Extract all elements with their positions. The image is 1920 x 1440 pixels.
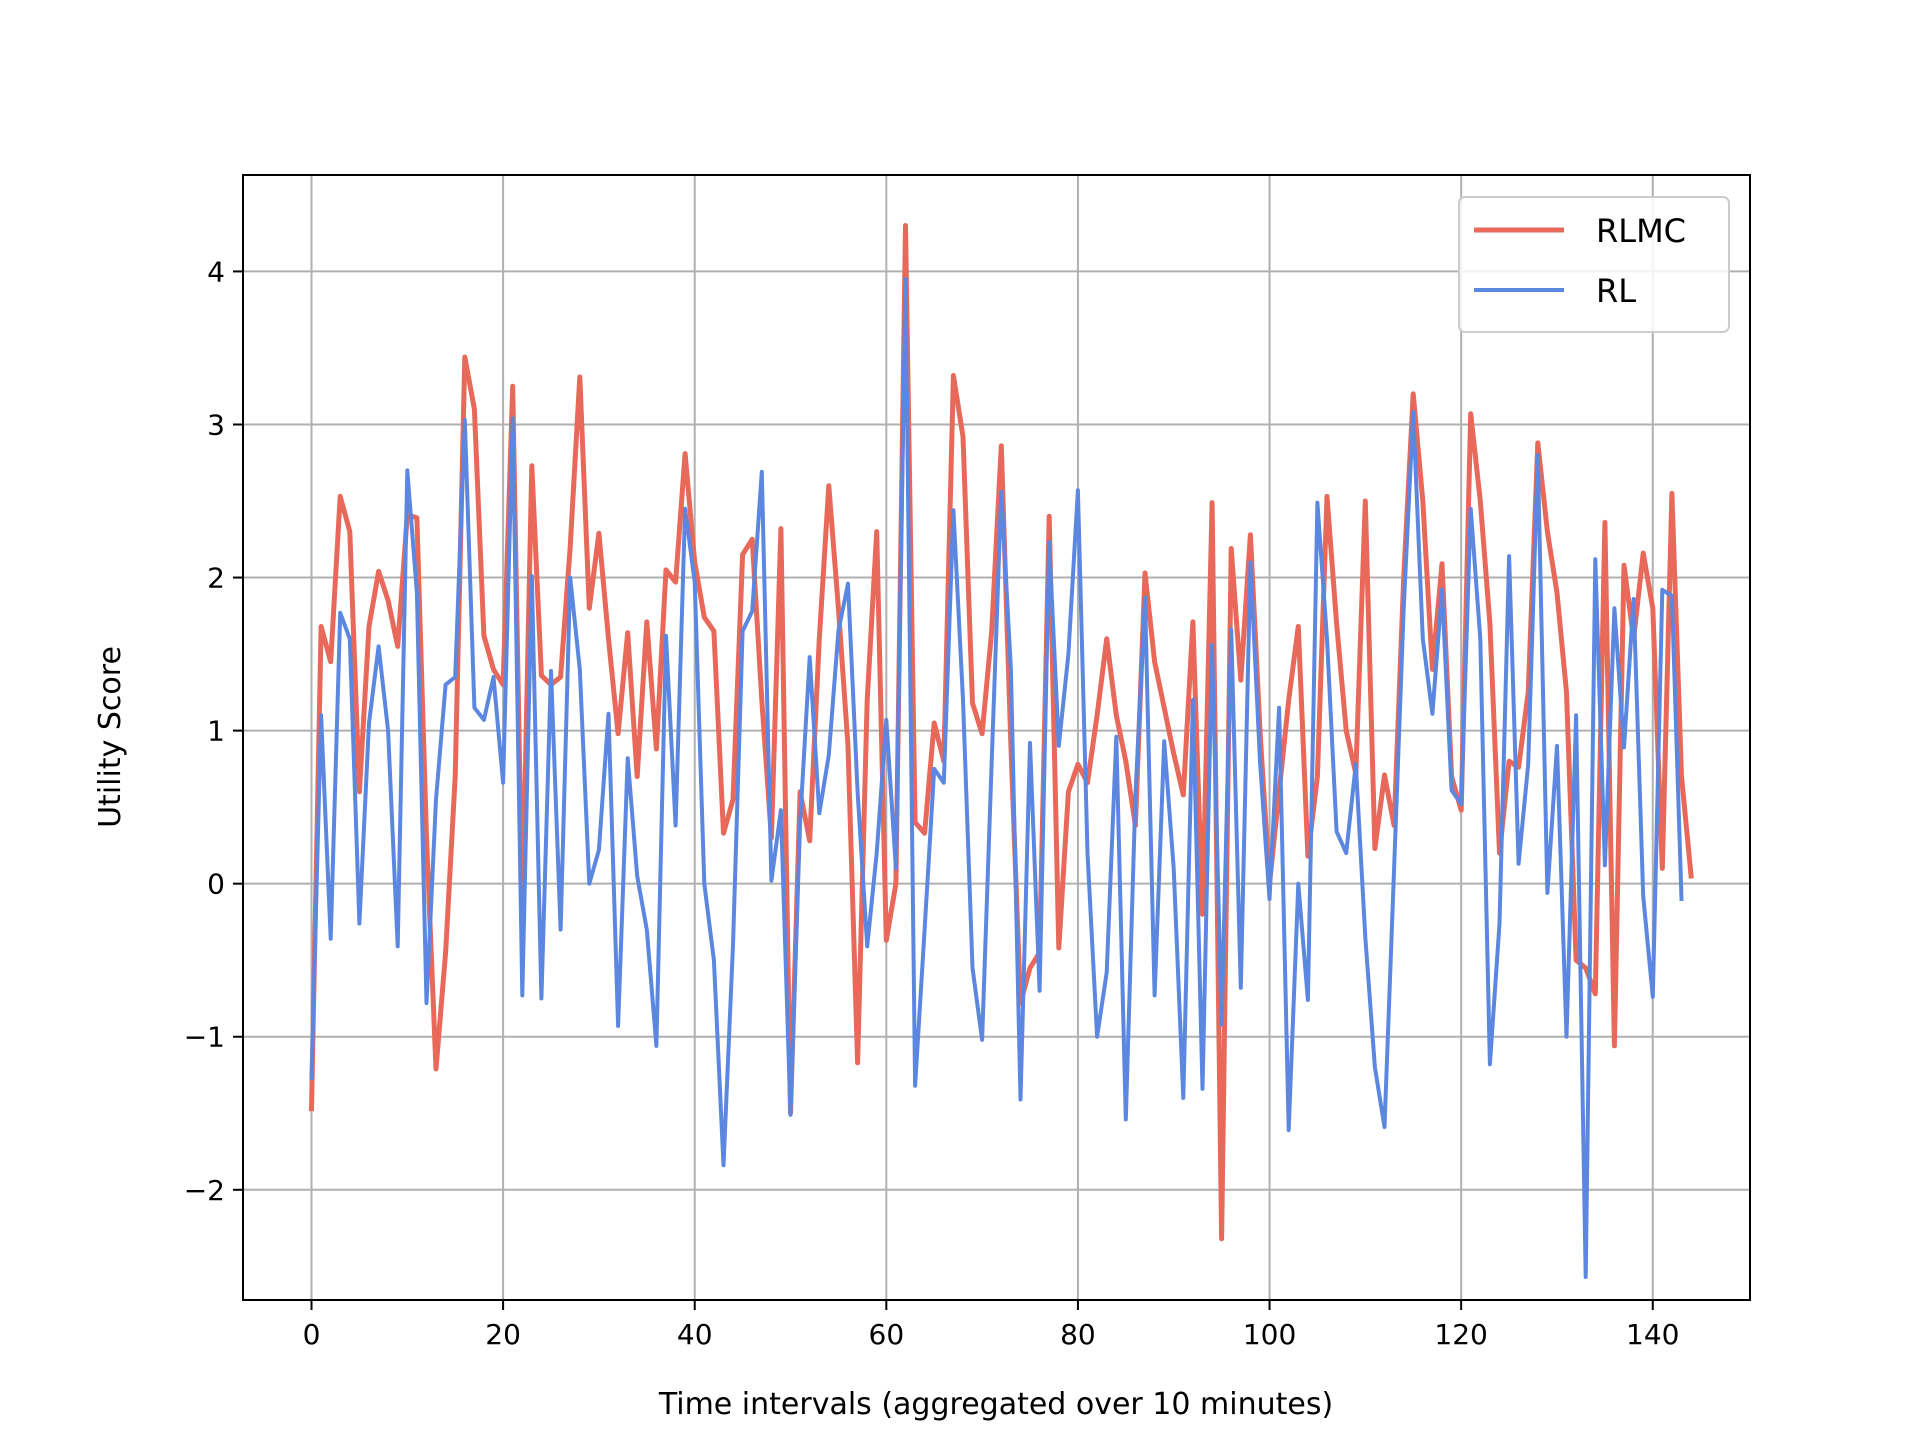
y-tick-label: 0 xyxy=(207,868,225,901)
series-line-rl xyxy=(309,277,1684,1279)
y-tick-label: 2 xyxy=(207,562,225,595)
x-tick-label: 120 xyxy=(1434,1318,1487,1351)
legend-label-rl: RL xyxy=(1596,272,1636,310)
y-tick-label: −2 xyxy=(184,1174,225,1207)
legend: RLMC RL xyxy=(1458,196,1730,333)
legend-box xyxy=(1458,196,1730,333)
x-axis-label: Time intervals (aggregated over 10 minut… xyxy=(658,1387,1333,1422)
x-tick-label: 140 xyxy=(1626,1318,1679,1351)
y-tick-label: 3 xyxy=(207,408,225,441)
x-tick-label: 20 xyxy=(485,1318,521,1351)
x-tick-label: 0 xyxy=(303,1318,321,1351)
x-tick-label: 60 xyxy=(869,1318,905,1351)
x-tick-label: 80 xyxy=(1060,1318,1096,1351)
plot-frame xyxy=(242,174,1751,1301)
y-axis-label: Utility Score xyxy=(93,646,128,828)
x-tick-label: 100 xyxy=(1243,1318,1296,1351)
x-tick-label: 40 xyxy=(677,1318,713,1351)
y-tick-label: 1 xyxy=(207,715,225,748)
series-layer xyxy=(308,223,1694,1279)
y-tick-label: 4 xyxy=(207,255,225,288)
y-tick-label: −1 xyxy=(184,1021,225,1054)
series-line-rlmc xyxy=(308,223,1694,1242)
ticks: 0 20 40 60 80 100 120 140 −2 −1 0 1 2 3 4 xyxy=(184,255,1680,1351)
legend-label-rlmc: RLMC xyxy=(1596,212,1686,250)
